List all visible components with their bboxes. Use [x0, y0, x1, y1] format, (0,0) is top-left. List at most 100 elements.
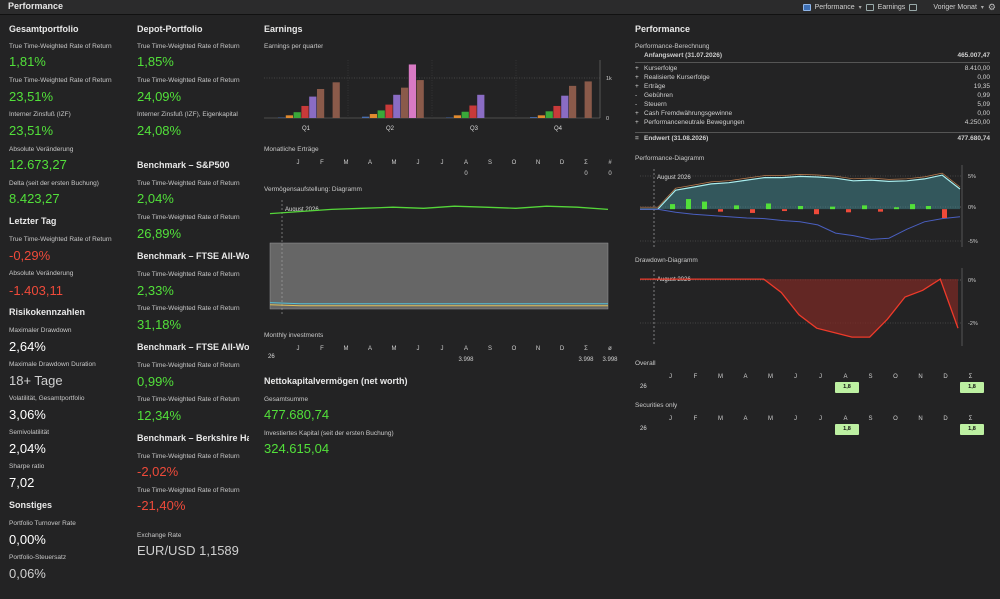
month-jul: J — [440, 160, 444, 166]
calc-row: + Kurserfolge 8.410,00 — [635, 65, 990, 74]
daily-return-bar — [910, 204, 915, 210]
cell-value — [382, 171, 406, 177]
calc-row: + Realisierte Kurserfolge 0,00 — [635, 74, 990, 83]
window-icon[interactable] — [909, 4, 918, 11]
earnings-bar — [317, 89, 325, 118]
daily-return-bar — [750, 209, 755, 213]
vermoegen-chart: August 2026 — [269, 200, 609, 316]
calc-sign: + — [635, 83, 639, 90]
drawdown-label: Drawdown-Diagramm — [635, 257, 698, 264]
month-mar: M — [718, 374, 723, 380]
earnings-bar — [569, 85, 577, 118]
cell-value — [478, 171, 502, 177]
y-tick-neg2pct: -2% — [968, 321, 978, 327]
monthly-earnings-months: J F M A M J J A S O N D Σ # — [286, 160, 622, 166]
chevron-down-icon[interactable]: ▾ — [980, 5, 984, 11]
month-jul: J — [819, 374, 822, 380]
chevron-down-icon[interactable]: ▾ — [858, 5, 862, 11]
izf-value: 23,51% — [9, 123, 54, 138]
calc-value: 8.410,00 — [964, 65, 990, 72]
sonst-title: Sonstiges — [9, 500, 53, 510]
end-value: 477.680,74 — [957, 135, 990, 142]
month-feb: F — [320, 160, 324, 166]
monthly-earnings-label: Monatliche Erträge — [264, 146, 319, 153]
b4b-label: True Time-Weighted Rate of Return — [137, 487, 240, 494]
y-tick-1k: 1k — [606, 76, 612, 82]
b1b-value: 26,89% — [137, 226, 182, 241]
month-dec: D — [559, 160, 565, 166]
mdd-label: Maximaler Drawdown — [9, 327, 72, 334]
end-label: Endwert (31.08.2026) — [644, 135, 709, 142]
month-mar: M — [343, 346, 349, 352]
cell-value — [478, 357, 502, 363]
performance-view-icon[interactable] — [802, 4, 811, 11]
month-count: # — [608, 160, 612, 166]
month-apr: A — [743, 374, 748, 380]
cell-value — [358, 357, 382, 363]
earnings-view-button[interactable]: Earnings — [877, 4, 906, 11]
month-sum: Σ — [968, 374, 973, 380]
ld-ttwror-label: True Time-Weighted Rate of Return — [9, 236, 112, 243]
calc-row: + Erträge 19,35 — [635, 83, 990, 92]
month-sum: Σ — [968, 416, 973, 422]
cell-value — [502, 171, 526, 177]
vol-value: 3,06% — [9, 407, 46, 422]
calc-name: Realisierte Kurserfolge — [644, 74, 710, 81]
vermoegen-series-line — [269, 304, 608, 307]
month-jan: J — [296, 160, 300, 166]
month-apr: A — [367, 160, 372, 166]
vol-label: Volatilität, Gesamtportfolio — [9, 395, 85, 402]
performance-view-button[interactable]: Performance — [814, 4, 855, 11]
mddd-value: 18+ Tage — [9, 373, 63, 388]
cell-value: 3.998 — [602, 357, 618, 363]
performance-chart: August 2026 5% 0% -5% — [640, 165, 978, 247]
b2b-value: 31,18% — [137, 317, 182, 332]
b4b-value: -21,40% — [137, 498, 186, 513]
month-sum: Σ — [584, 160, 588, 166]
cell-value — [406, 171, 430, 177]
mddd-label: Maximale Drawdown Duration — [9, 361, 96, 368]
gesamt-title: Gesamtportfolio — [9, 24, 79, 34]
cell-value — [430, 357, 454, 363]
daily-return-bar — [702, 201, 707, 210]
d1-value: 1,85% — [137, 54, 174, 69]
period-selector[interactable]: Voriger Monat — [933, 4, 977, 11]
earnings-view-icon[interactable] — [865, 4, 874, 11]
earnings-bar — [461, 111, 469, 118]
quarter-label-q3: Q3 — [470, 126, 479, 132]
calc-value: 0,00 — [977, 110, 990, 117]
end-row: = Endwert (31.08.2026) 477.680,74 — [635, 132, 990, 144]
gear-icon[interactable]: ⚙ — [987, 2, 996, 12]
month-sep: S — [868, 416, 873, 422]
ttwror2-value: 23,51% — [9, 89, 54, 104]
d2-value: 24,09% — [137, 89, 182, 104]
performance-title: Performance — [635, 24, 691, 34]
cell-value: 0 — [464, 171, 468, 177]
ld-ttwror-value: -0,29% — [9, 248, 51, 263]
earnings-bar — [537, 115, 545, 118]
toolbar: Performance ▾ Earnings Voriger Monat ▾ ⚙ — [802, 2, 996, 13]
quarter-label-q2: Q2 — [386, 126, 395, 132]
month-aug: A — [463, 346, 468, 352]
daily-return-bar — [862, 205, 867, 210]
earnings-bar — [561, 95, 569, 118]
ttwror1-value: 1,81% — [9, 54, 46, 69]
month-apr: A — [743, 416, 748, 422]
daily-return-bar — [846, 209, 851, 213]
month-oct: O — [893, 416, 898, 422]
d1-label: True Time-Weighted Rate of Return — [137, 43, 240, 50]
cell-value — [358, 171, 382, 177]
b3a-value: 0,99% — [137, 374, 174, 389]
month-marker-label: August 2026 — [657, 175, 691, 181]
calc-value: 19,35 — [973, 83, 990, 90]
fx-value: EUR/USD 1,1589 — [137, 543, 239, 558]
month-feb: F — [320, 346, 324, 352]
month-sep: S — [487, 160, 492, 166]
sharpe-label: Sharpe ratio — [9, 463, 45, 470]
month-jun: J — [416, 160, 420, 166]
networth-title: Nettokapitalvermögen (net worth) — [264, 376, 408, 386]
b3b-label: True Time-Weighted Rate of Return — [137, 396, 240, 403]
drawdown-area — [640, 279, 958, 338]
calc-value: 0,00 — [977, 74, 990, 81]
daily-return-bar — [830, 206, 835, 210]
